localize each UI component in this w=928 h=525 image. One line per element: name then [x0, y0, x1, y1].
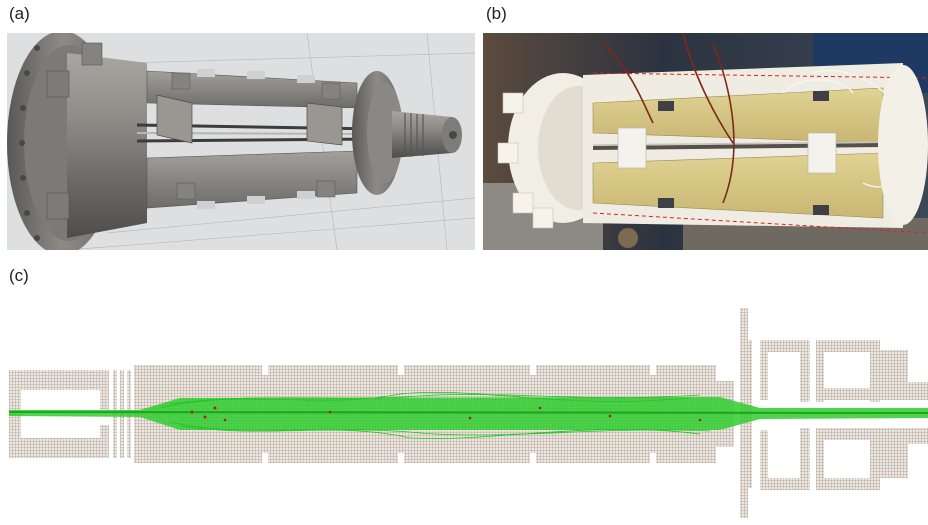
panel-label-a: (a) — [9, 4, 30, 23]
cad-render-panel — [7, 33, 475, 250]
photograph-panel — [483, 33, 928, 250]
simulation-panel — [0, 300, 928, 525]
panel-label-c: (c) — [9, 266, 29, 285]
panel-label-b: (b) — [486, 4, 507, 23]
simulation-image — [0, 300, 928, 525]
ion-trajectories — [8, 391, 928, 439]
photograph-image — [483, 33, 928, 250]
cad-render-image — [7, 33, 475, 250]
